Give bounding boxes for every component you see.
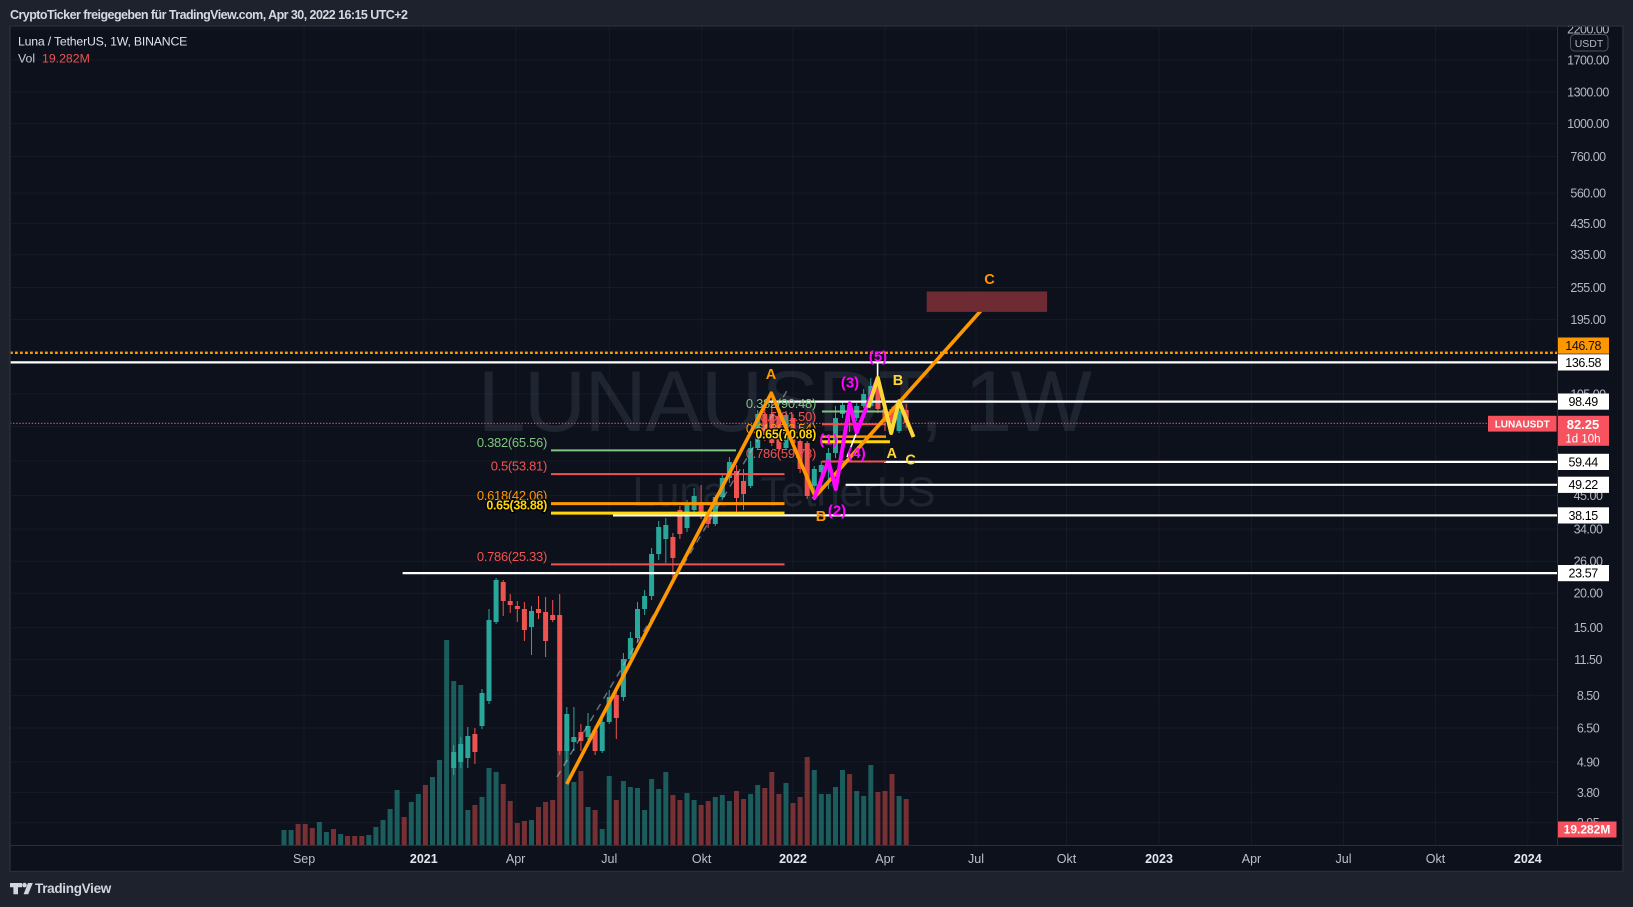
svg-text:98.49: 98.49: [1569, 395, 1599, 409]
svg-text:0.65(38.88): 0.65(38.88): [486, 499, 547, 513]
svg-text:1d 10h: 1d 10h: [1565, 433, 1600, 445]
svg-text:3.80: 3.80: [1577, 786, 1600, 800]
svg-text:38.15: 38.15: [1569, 509, 1599, 523]
svg-text:23.57: 23.57: [1569, 567, 1599, 581]
svg-text:(1): (1): [819, 431, 837, 448]
svg-text:0.5(81.50): 0.5(81.50): [760, 409, 816, 424]
svg-text:B: B: [816, 509, 826, 525]
svg-text:34.00: 34.00: [1574, 523, 1603, 537]
svg-text:0.382(65.56): 0.382(65.56): [477, 435, 547, 450]
svg-text:(4): (4): [847, 445, 865, 462]
svg-text:TradingView: TradingView: [35, 881, 112, 896]
svg-text:Okt: Okt: [1426, 852, 1446, 866]
svg-text:255.00: 255.00: [1570, 281, 1606, 295]
svg-text:4.90: 4.90: [1577, 755, 1600, 769]
svg-text:(5): (5): [869, 348, 887, 365]
svg-text:15.00: 15.00: [1574, 621, 1603, 635]
svg-text:0.786(25.33): 0.786(25.33): [477, 549, 547, 564]
svg-text:19.282M: 19.282M: [42, 52, 90, 66]
svg-text:2021: 2021: [410, 852, 438, 866]
svg-text:760.00: 760.00: [1570, 150, 1606, 164]
svg-text:A: A: [886, 446, 897, 462]
svg-text:59.44: 59.44: [1569, 455, 1599, 469]
svg-text:49.22: 49.22: [1569, 478, 1599, 492]
svg-text:146.78: 146.78: [1565, 339, 1601, 353]
svg-text:Sep: Sep: [293, 852, 315, 866]
svg-text:0.786(59.78): 0.786(59.78): [746, 446, 816, 461]
svg-text:0.618(73.54): 0.618(73.54): [746, 421, 816, 436]
svg-text:2023: 2023: [1145, 852, 1173, 866]
svg-text:C: C: [905, 453, 916, 469]
svg-text:1000.00: 1000.00: [1567, 117, 1609, 131]
svg-text:136.58: 136.58: [1565, 356, 1601, 370]
svg-text:1700.00: 1700.00: [1567, 53, 1609, 67]
svg-text:20.00: 20.00: [1574, 587, 1603, 601]
svg-text:1300.00: 1300.00: [1567, 86, 1609, 100]
svg-text:Jul: Jul: [601, 852, 617, 866]
svg-text:CryptoTicker freigegeben für T: CryptoTicker freigegeben für TradingView…: [10, 8, 408, 22]
svg-text:USDT: USDT: [1575, 38, 1604, 50]
svg-text:0.618(42.06): 0.618(42.06): [477, 488, 547, 503]
svg-text:(3): (3): [841, 374, 859, 391]
svg-text:Apr: Apr: [1242, 852, 1261, 866]
svg-text:Apr: Apr: [506, 852, 525, 866]
svg-text:Apr: Apr: [875, 852, 894, 866]
svg-text:19.282M: 19.282M: [1564, 823, 1611, 837]
svg-text:11.50: 11.50: [1574, 653, 1602, 667]
svg-text:0.5(53.81): 0.5(53.81): [491, 459, 547, 474]
svg-text:LUNAUSDT: LUNAUSDT: [1495, 419, 1550, 430]
svg-text:Vol: Vol: [18, 52, 35, 66]
svg-text:560.00: 560.00: [1570, 187, 1606, 201]
svg-text:2024: 2024: [1514, 852, 1542, 866]
svg-text:Okt: Okt: [692, 852, 712, 866]
svg-text:435.00: 435.00: [1570, 217, 1606, 231]
svg-text:195.00: 195.00: [1570, 313, 1606, 327]
svg-text:B: B: [893, 373, 903, 389]
svg-text:335.00: 335.00: [1570, 248, 1606, 262]
svg-text:C: C: [984, 272, 995, 288]
svg-text:Jul: Jul: [1336, 852, 1352, 866]
svg-text:Luna / TetherUS: Luna / TetherUS: [633, 468, 936, 515]
svg-text:82.25: 82.25: [1567, 417, 1600, 432]
svg-text:0.65(70.08): 0.65(70.08): [755, 427, 816, 441]
svg-text:6.50: 6.50: [1577, 721, 1600, 735]
svg-text:A: A: [766, 367, 777, 383]
svg-text:8.50: 8.50: [1577, 689, 1600, 703]
svg-text:Luna / TetherUS, 1W, BINANCE: Luna / TetherUS, 1W, BINANCE: [18, 35, 187, 49]
svg-text:Jul: Jul: [968, 852, 984, 866]
svg-text:(2): (2): [828, 502, 846, 519]
svg-text:2022: 2022: [779, 852, 807, 866]
svg-text:Okt: Okt: [1057, 852, 1077, 866]
